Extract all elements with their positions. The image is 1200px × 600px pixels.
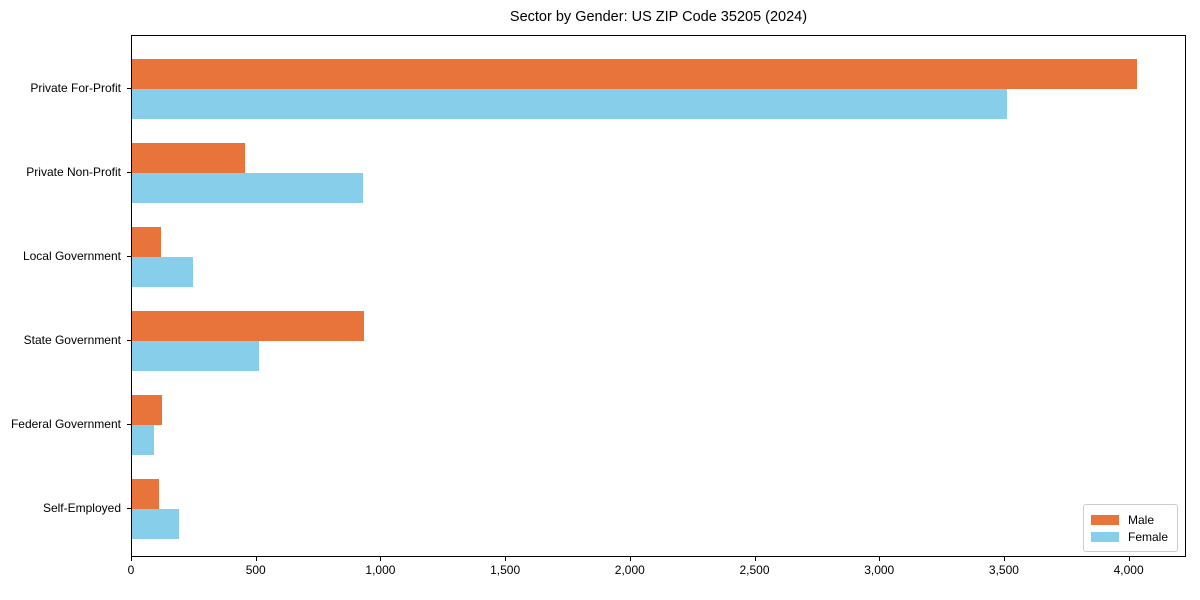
x-tick-mark — [879, 557, 880, 561]
legend-swatch-male — [1090, 514, 1119, 525]
bar-male-private-for-profit — [132, 59, 1137, 89]
y-tick-label: Federal Government — [10, 417, 121, 431]
legend-item-male: Male — [1090, 511, 1168, 528]
bar-male-self-employed — [132, 479, 159, 509]
x-tick-label: 1,500 — [490, 563, 521, 577]
y-tick-label: Local Government — [22, 249, 121, 263]
legend-label: Female — [1127, 529, 1168, 544]
bar-male-local-government — [132, 227, 161, 257]
x-tick-label: 500 — [245, 563, 266, 577]
bar-female-federal-government — [132, 425, 154, 455]
x-tick-mark — [755, 557, 756, 561]
bar-male-federal-government — [132, 395, 162, 425]
bar-female-private-for-profit — [132, 89, 1007, 119]
x-tick-label: 0 — [127, 563, 135, 577]
x-tick-mark — [505, 557, 506, 561]
legend-label: Male — [1127, 512, 1154, 527]
bar-male-private-non-profit — [132, 143, 245, 173]
plot-area: Male Female — [131, 35, 1186, 557]
x-tick-mark — [630, 557, 631, 561]
bar-female-local-government — [132, 257, 193, 287]
x-tick-label: 2,000 — [614, 563, 645, 577]
y-tick-mark — [127, 88, 131, 89]
x-tick-mark — [380, 557, 381, 561]
x-tick-label: 3,000 — [864, 563, 895, 577]
x-tick-mark — [256, 557, 257, 561]
y-tick-label: Self-Employed — [42, 501, 121, 515]
y-tick-mark — [127, 172, 131, 173]
bar-female-private-non-profit — [132, 173, 363, 203]
x-tick-label: 4,000 — [1113, 563, 1144, 577]
bar-female-self-employed — [132, 509, 179, 539]
chart-title: Sector by Gender: US ZIP Code 35205 (202… — [509, 9, 808, 25]
y-tick-mark — [127, 340, 131, 341]
y-tick-mark — [127, 424, 131, 425]
x-tick-label: 2,500 — [739, 563, 770, 577]
x-tick-label: 3,500 — [988, 563, 1019, 577]
x-tick-mark — [131, 557, 132, 561]
x-tick-mark — [1004, 557, 1005, 561]
x-tick-mark — [1129, 557, 1130, 561]
y-tick-mark — [127, 508, 131, 509]
y-tick-label: State Government — [23, 333, 121, 347]
bar-female-state-government — [132, 341, 259, 371]
legend-item-female: Female — [1090, 528, 1168, 545]
legend: Male Female — [1082, 504, 1178, 552]
y-tick-label: Private Non-Profit — [26, 165, 121, 179]
y-tick-mark — [127, 256, 131, 257]
bars-layer — [132, 36, 1185, 556]
y-tick-label: Private For-Profit — [30, 81, 121, 95]
x-tick-label: 1,000 — [365, 563, 396, 577]
bar-male-state-government — [132, 311, 364, 341]
legend-swatch-female — [1090, 531, 1119, 542]
